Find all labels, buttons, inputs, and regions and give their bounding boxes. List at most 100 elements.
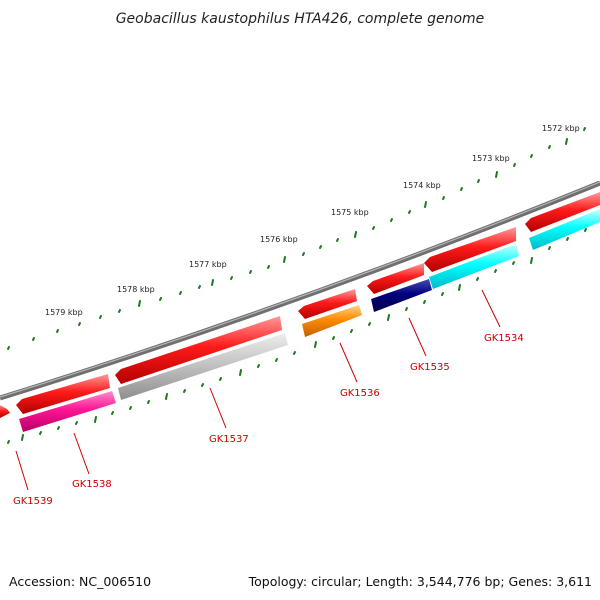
tick-major — [211, 279, 214, 286]
gene-label-gk1534[interactable]: GK1534 — [484, 333, 524, 344]
accession-text: Accession: NC_006510 — [9, 574, 151, 589]
kbp-label: 1575 kbp — [331, 208, 369, 217]
cds-arrow — [367, 263, 424, 294]
gene-label-gk1535[interactable]: GK1535 — [410, 362, 450, 373]
tick — [548, 246, 551, 250]
gene-label-gk1538[interactable]: GK1538 — [72, 479, 112, 490]
tick-major — [239, 369, 242, 376]
genome-backbone — [0, 180, 600, 401]
tick — [198, 285, 201, 289]
leader-gk1538 — [73, 432, 90, 475]
tick-major — [138, 300, 141, 307]
tick — [267, 265, 270, 269]
tick — [111, 411, 114, 415]
map-title: Geobacillus kaustophilus HTA426, complet… — [116, 11, 485, 27]
tick — [368, 322, 371, 326]
tick-major — [314, 341, 317, 348]
leader-gk1535 — [408, 317, 427, 357]
forward-strand-cds — [0, 192, 600, 418]
tick — [32, 337, 35, 341]
kbp-labels: 1572 kbp 1573 kbp 1574 kbp 1575 kbp 1576… — [45, 124, 580, 317]
tick — [201, 383, 204, 387]
tick — [423, 300, 426, 304]
tick-major — [530, 257, 533, 264]
leader-gk1536 — [339, 342, 358, 383]
tick — [477, 179, 480, 183]
tick — [372, 226, 375, 230]
tick — [442, 196, 445, 200]
tick-major — [458, 284, 461, 291]
tick — [302, 252, 305, 256]
tick — [7, 440, 10, 444]
tick — [57, 426, 60, 430]
tick — [257, 364, 260, 368]
tick — [75, 421, 78, 425]
tick — [249, 270, 252, 274]
tick-major — [424, 201, 427, 208]
tick — [584, 228, 587, 232]
tick — [118, 309, 121, 313]
inner-tick-ring — [7, 228, 587, 444]
outer-tick-ring — [7, 127, 586, 350]
topology-summary: Topology: circular; Length: 3,544,776 bp… — [248, 574, 592, 589]
gene-label-gk1536[interactable]: GK1536 — [340, 388, 380, 399]
leader-gk1537 — [209, 387, 227, 429]
tick — [350, 329, 353, 333]
tick — [583, 127, 586, 131]
gene-label-gk1537[interactable]: GK1537 — [209, 434, 249, 445]
cds-arrow — [298, 289, 357, 319]
genome-backbone-highlight — [0, 181, 600, 398]
gene-leader-lines — [15, 289, 501, 491]
leader-gk1534 — [481, 289, 501, 328]
kbp-label: 1576 kbp — [260, 235, 298, 244]
gene-label-gk1539[interactable]: GK1539 — [13, 496, 53, 507]
cds-arrow — [525, 192, 600, 232]
tick — [566, 237, 569, 241]
cds-gk1536 — [302, 305, 362, 337]
tick — [405, 307, 408, 311]
tick — [78, 322, 81, 326]
tick — [512, 261, 515, 265]
tick — [129, 406, 132, 410]
tick — [99, 315, 102, 319]
tick — [494, 269, 497, 273]
cds-arrow — [115, 316, 282, 384]
tick — [183, 389, 186, 393]
cds-gk1534-b — [429, 244, 519, 289]
tick-major — [21, 434, 24, 441]
tick-major — [565, 138, 568, 145]
tick — [159, 297, 162, 301]
tick — [441, 292, 444, 296]
tick — [179, 291, 182, 295]
leader-gk1539 — [15, 450, 29, 491]
tick — [275, 358, 278, 362]
tick — [530, 154, 533, 158]
tick — [408, 210, 411, 214]
kbp-label: 1573 kbp — [472, 154, 510, 163]
tick — [513, 163, 516, 167]
kbp-label: 1572 kbp — [542, 124, 580, 133]
tick — [476, 277, 479, 281]
tick — [147, 400, 150, 404]
cds-arrow — [424, 227, 516, 272]
tick — [230, 276, 233, 280]
tick — [39, 431, 42, 435]
cds-gk1534 — [529, 209, 600, 250]
tick — [56, 329, 59, 333]
cds-gk1535 — [371, 279, 432, 312]
cds-arrow-gk1539 — [0, 405, 10, 418]
tick-major — [495, 171, 498, 178]
tick-major — [94, 416, 97, 423]
kbp-label: 1577 kbp — [189, 260, 227, 269]
tick — [219, 377, 222, 381]
tick — [332, 336, 335, 340]
tick — [336, 238, 339, 242]
tick — [7, 346, 10, 350]
kbp-label: 1578 kbp — [117, 285, 155, 294]
cds-gk1538 — [19, 391, 116, 432]
tick — [390, 218, 393, 222]
gene-labels: GK1534 GK1535 GK1536 GK1537 GK1538 GK153… — [13, 333, 524, 507]
cds-gk1537 — [118, 333, 288, 400]
cds-arrow — [16, 374, 110, 414]
